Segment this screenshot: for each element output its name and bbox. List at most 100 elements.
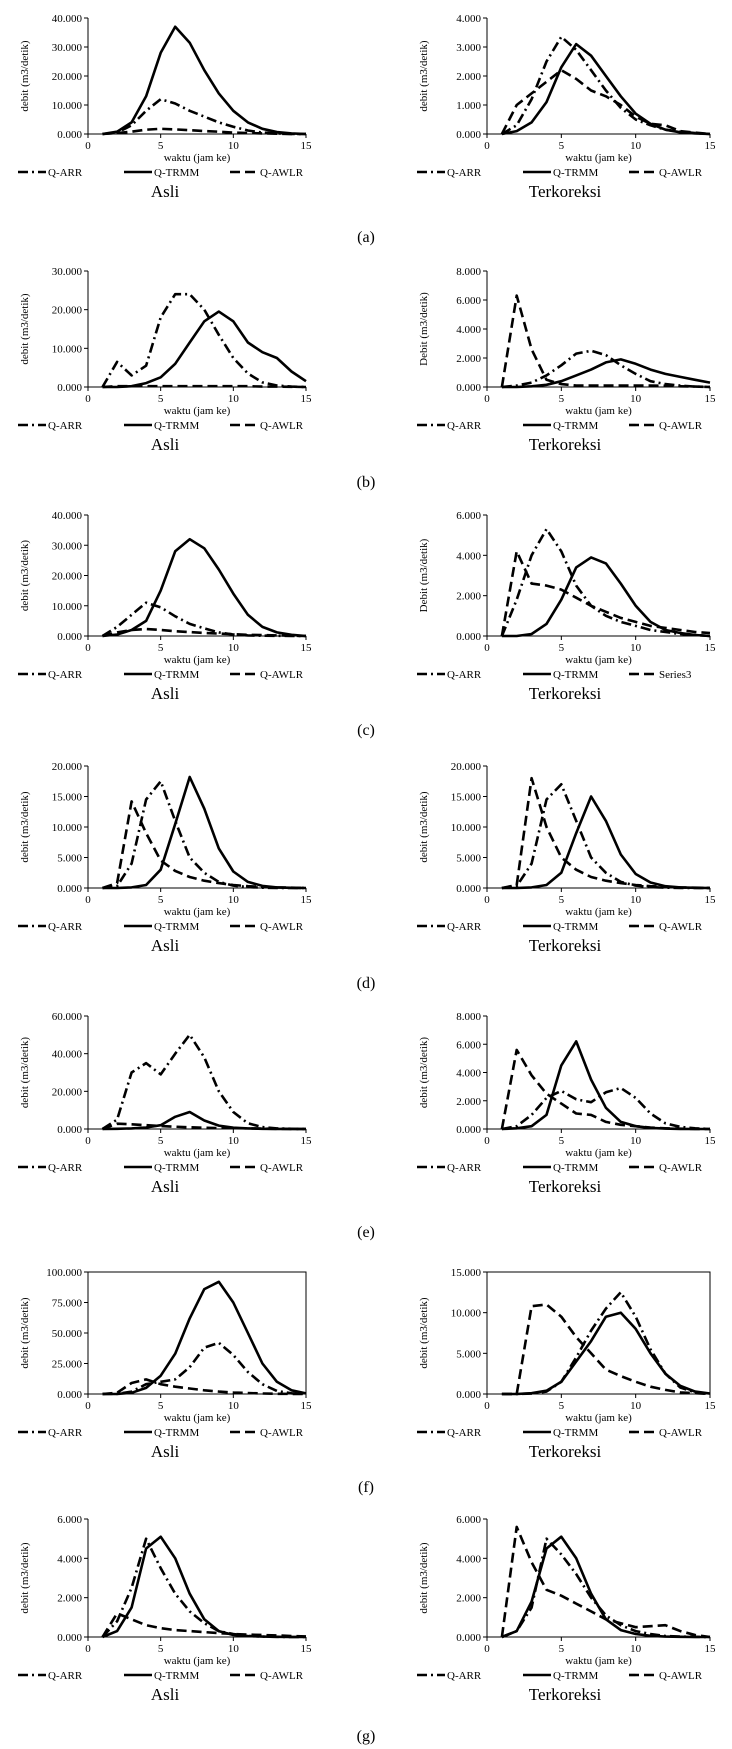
x-tick-label: 15 xyxy=(301,642,313,654)
legend-label: Q-TRMM xyxy=(553,669,598,681)
legend-label: Q-ARR xyxy=(447,1427,482,1439)
legend-label: Q-ARR xyxy=(48,669,83,681)
chart-subtitle: Asli xyxy=(151,182,180,201)
legend-label: Q-AWLR xyxy=(659,420,703,432)
series-line-q-arr xyxy=(101,1033,307,1131)
legend-label: Q-TRMM xyxy=(154,1670,199,1682)
legend-label: Q-AWLR xyxy=(260,669,304,681)
y-axis-label: debit (m3/detik) xyxy=(418,1542,430,1614)
legend-label: Q-ARR xyxy=(48,420,83,432)
y-tick-label: 30.000 xyxy=(52,266,83,278)
x-tick-label: 10 xyxy=(630,140,642,152)
series-line-q-awlr xyxy=(102,800,307,890)
series-line-q-arr xyxy=(501,349,711,389)
x-tick-label: 0 xyxy=(85,140,91,152)
x-axis-label: waktu (jam ke) xyxy=(164,152,231,164)
series-line-q-awlr xyxy=(501,1303,711,1396)
x-tick-label: 15 xyxy=(301,1643,313,1655)
y-tick-label: 6.000 xyxy=(456,1514,481,1526)
series-line-q-trmm xyxy=(501,1040,710,1131)
chart-subtitle: Terkoreksi xyxy=(529,435,602,454)
y-tick-label: 0.000 xyxy=(456,1632,481,1644)
x-tick-label: 15 xyxy=(301,393,313,405)
x-axis-label: waktu (jam ke) xyxy=(164,906,231,918)
chart-subtitle: Terkoreksi xyxy=(529,1442,602,1461)
x-tick-label: 0 xyxy=(85,1400,91,1412)
y-axis-label: debit (m3/detik) xyxy=(19,540,31,612)
x-tick-label: 15 xyxy=(705,894,717,906)
y-tick-label: 20.000 xyxy=(52,761,83,773)
y-tick-label: 2.000 xyxy=(456,591,481,603)
chart-g-right: 0.000 2.000 4.000 6.000 0 5 10 15 waktu (jam ke)… xyxy=(417,1514,716,1704)
y-tick-label: 8.000 xyxy=(456,266,481,278)
chart-e-left: 0.000 20.000 40.000 60.000 0 5 10 15 waktu (jam … xyxy=(18,1011,375,1241)
chart-d-right: 0.000 5.000 10.000 15.000 20.000 0 5 10 15 waktu … xyxy=(417,761,716,955)
y-tick-label: 4.000 xyxy=(456,324,481,336)
y-tick-label: 25.000 xyxy=(52,1359,83,1371)
legend-label: Q-TRMM xyxy=(553,1162,598,1174)
x-tick-label: 15 xyxy=(705,393,717,405)
x-tick-label: 0 xyxy=(484,393,490,405)
x-tick-label: 10 xyxy=(228,140,240,152)
chart-subtitle: Terkoreksi xyxy=(529,936,602,955)
legend-label: Q-TRMM xyxy=(154,167,199,179)
y-tick-label: 0.000 xyxy=(456,382,481,394)
legend-label: Q-ARR xyxy=(48,921,83,933)
y-tick-label: 5.000 xyxy=(57,853,82,865)
x-tick-label: 5 xyxy=(559,140,565,152)
series-line-q-trmm xyxy=(102,1280,307,1396)
x-axis-label: waktu (jam ke) xyxy=(164,1655,231,1667)
y-axis-label: Debit (m3/detik) xyxy=(418,538,430,612)
y-tick-label: 100.000 xyxy=(46,1267,82,1279)
x-tick-label: 10 xyxy=(228,1135,240,1147)
series-line-q-arr xyxy=(101,1537,306,1639)
legend-label: Q-TRMM xyxy=(154,420,199,432)
x-tick-label: 0 xyxy=(484,140,490,152)
x-tick-label: 10 xyxy=(228,1643,240,1655)
chart-subtitle: Asli xyxy=(151,1177,180,1196)
legend-label: Q-AWLR xyxy=(659,1162,703,1174)
x-tick-label: 15 xyxy=(301,140,313,152)
y-axis-label: debit (m3/detik) xyxy=(418,791,430,863)
x-tick-label: 0 xyxy=(85,393,91,405)
legend-label: Q-AWLR xyxy=(260,1670,304,1682)
x-tick-label: 5 xyxy=(559,894,565,906)
chart-subtitle: Terkoreksi xyxy=(529,1685,602,1704)
x-tick-label: 10 xyxy=(630,894,642,906)
y-tick-label: 60.000 xyxy=(52,1011,83,1023)
x-tick-label: 5 xyxy=(559,1400,565,1412)
y-tick-label: 1.000 xyxy=(456,100,481,112)
x-tick-label: 10 xyxy=(630,642,642,654)
x-tick-label: 10 xyxy=(228,1400,240,1412)
x-axis-label: waktu (jam ke) xyxy=(164,405,231,417)
y-tick-label: 2.000 xyxy=(456,71,481,83)
chart-subtitle: Asli xyxy=(151,936,180,955)
x-tick-label: 0 xyxy=(85,1135,91,1147)
legend-label: Q-TRMM xyxy=(553,420,598,432)
series-line-q-arr xyxy=(501,1291,711,1396)
x-axis-label: waktu (jam ke) xyxy=(565,152,632,164)
y-tick-label: 2.000 xyxy=(57,1593,82,1605)
y-axis-label: Debit (m3/detik) xyxy=(418,292,430,366)
legend-label: Q-ARR xyxy=(447,167,482,179)
y-tick-label: 0.000 xyxy=(57,129,82,141)
y-tick-label: 75.000 xyxy=(52,1298,83,1310)
series-line-q-trmm xyxy=(102,1110,306,1131)
y-tick-label: 15.000 xyxy=(451,1267,482,1279)
legend-label: Q-AWLR xyxy=(659,167,703,179)
y-tick-label: 20.000 xyxy=(52,1086,83,1098)
y-tick-label: 6.000 xyxy=(456,510,481,522)
y-tick-label: 6.000 xyxy=(57,1514,82,1526)
series-line-q-trmm xyxy=(501,1311,711,1396)
panel-label: (d) xyxy=(357,975,376,992)
legend-label: Q-ARR xyxy=(48,1670,83,1682)
y-tick-label: 10.000 xyxy=(52,601,83,613)
y-tick-label: 2.000 xyxy=(456,353,481,365)
x-axis-label: waktu (jam ke) xyxy=(565,1655,632,1667)
series-line-q-arr xyxy=(501,1086,711,1131)
y-tick-label: 20.000 xyxy=(52,71,83,83)
x-tick-label: 5 xyxy=(158,1135,164,1147)
x-tick-label: 5 xyxy=(559,393,565,405)
series-line-q-awlr xyxy=(102,127,307,136)
x-tick-label: 5 xyxy=(158,1643,164,1655)
